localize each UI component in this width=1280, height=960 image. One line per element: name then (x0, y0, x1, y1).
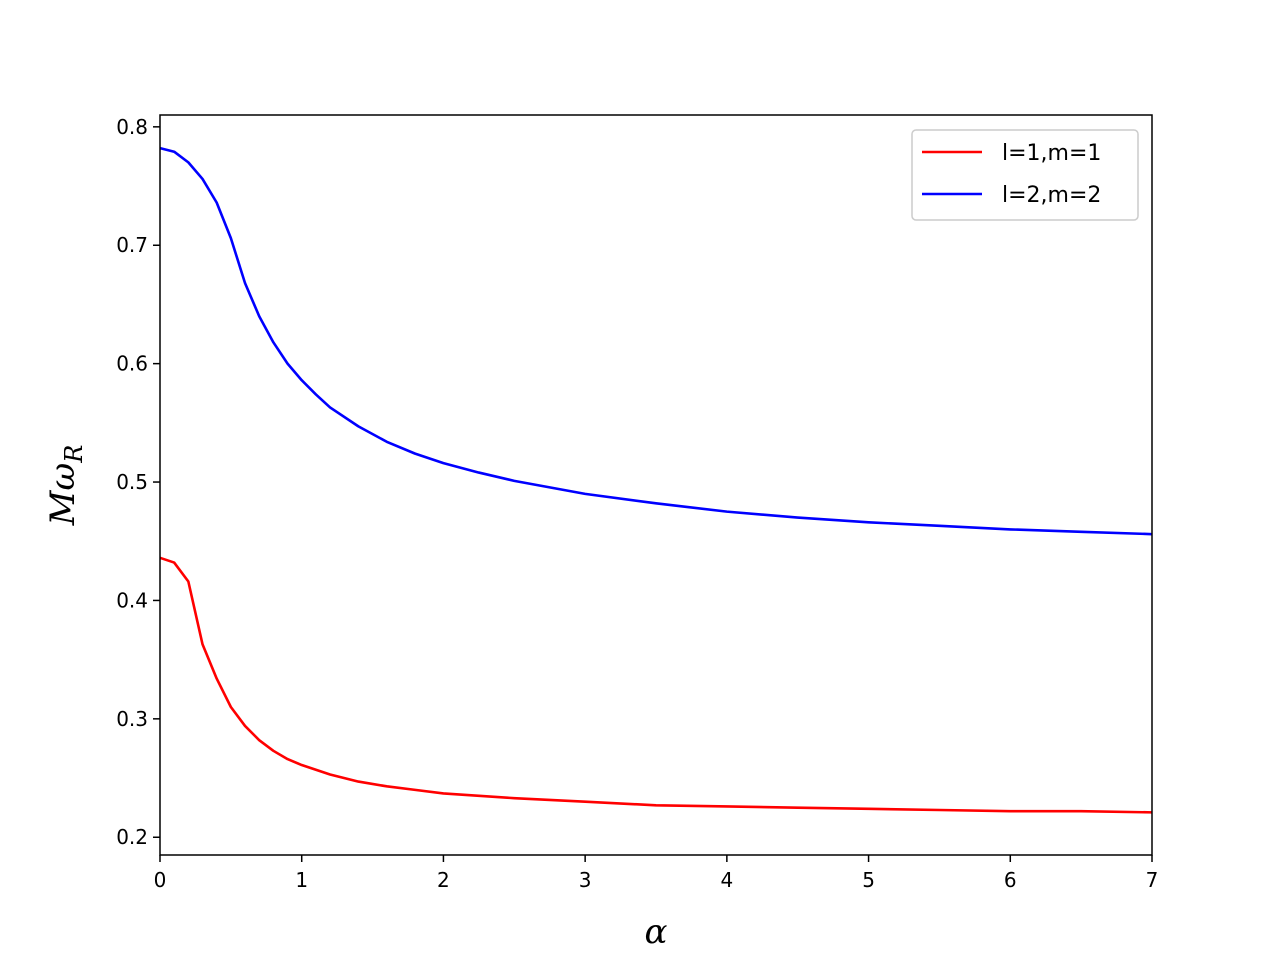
y-tick-label: 0.3 (116, 707, 148, 731)
y-tick-label: 0.8 (116, 115, 148, 139)
y-axis-label: MωR (43, 445, 88, 527)
y-axis-label-subscript: R (60, 445, 88, 464)
y-tick-label: 0.4 (116, 588, 148, 612)
x-axis-label: α (645, 912, 668, 952)
x-tick-label: 5 (862, 868, 875, 892)
x-tick-label: 2 (437, 868, 450, 892)
x-tick-label: 7 (1146, 868, 1159, 892)
x-tick-label: 1 (295, 868, 308, 892)
legend-label-l2m2: l=2,m=2 (1002, 183, 1101, 208)
y-tick-label: 0.2 (116, 825, 148, 849)
plot-frame (159, 114, 1153, 856)
y-axis-ticks: 0.2 0.3 0.4 0.5 0.6 0.7 0.8 (116, 115, 160, 849)
y-tick-label: 0.5 (116, 470, 148, 494)
y-axis-label-main: Mω (43, 463, 83, 527)
x-tick-label: 6 (1004, 868, 1017, 892)
y-tick-label: 0.6 (116, 352, 148, 376)
svg-text:MωR: MωR (43, 445, 88, 527)
series-layer (159, 146, 1153, 814)
x-tick-label: 0 (154, 868, 167, 892)
legend-label-l1m1: l=1,m=1 (1002, 141, 1101, 166)
series-line-0 (159, 556, 1153, 814)
x-tick-label: 4 (720, 868, 733, 892)
series-line-1 (159, 146, 1153, 536)
x-axis-ticks: 0 1 2 3 4 5 6 7 (154, 855, 1159, 892)
legend: l=1,m=1 l=2,m=2 (911, 129, 1139, 221)
y-tick-label: 0.7 (116, 233, 148, 257)
x-tick-label: 3 (579, 868, 592, 892)
